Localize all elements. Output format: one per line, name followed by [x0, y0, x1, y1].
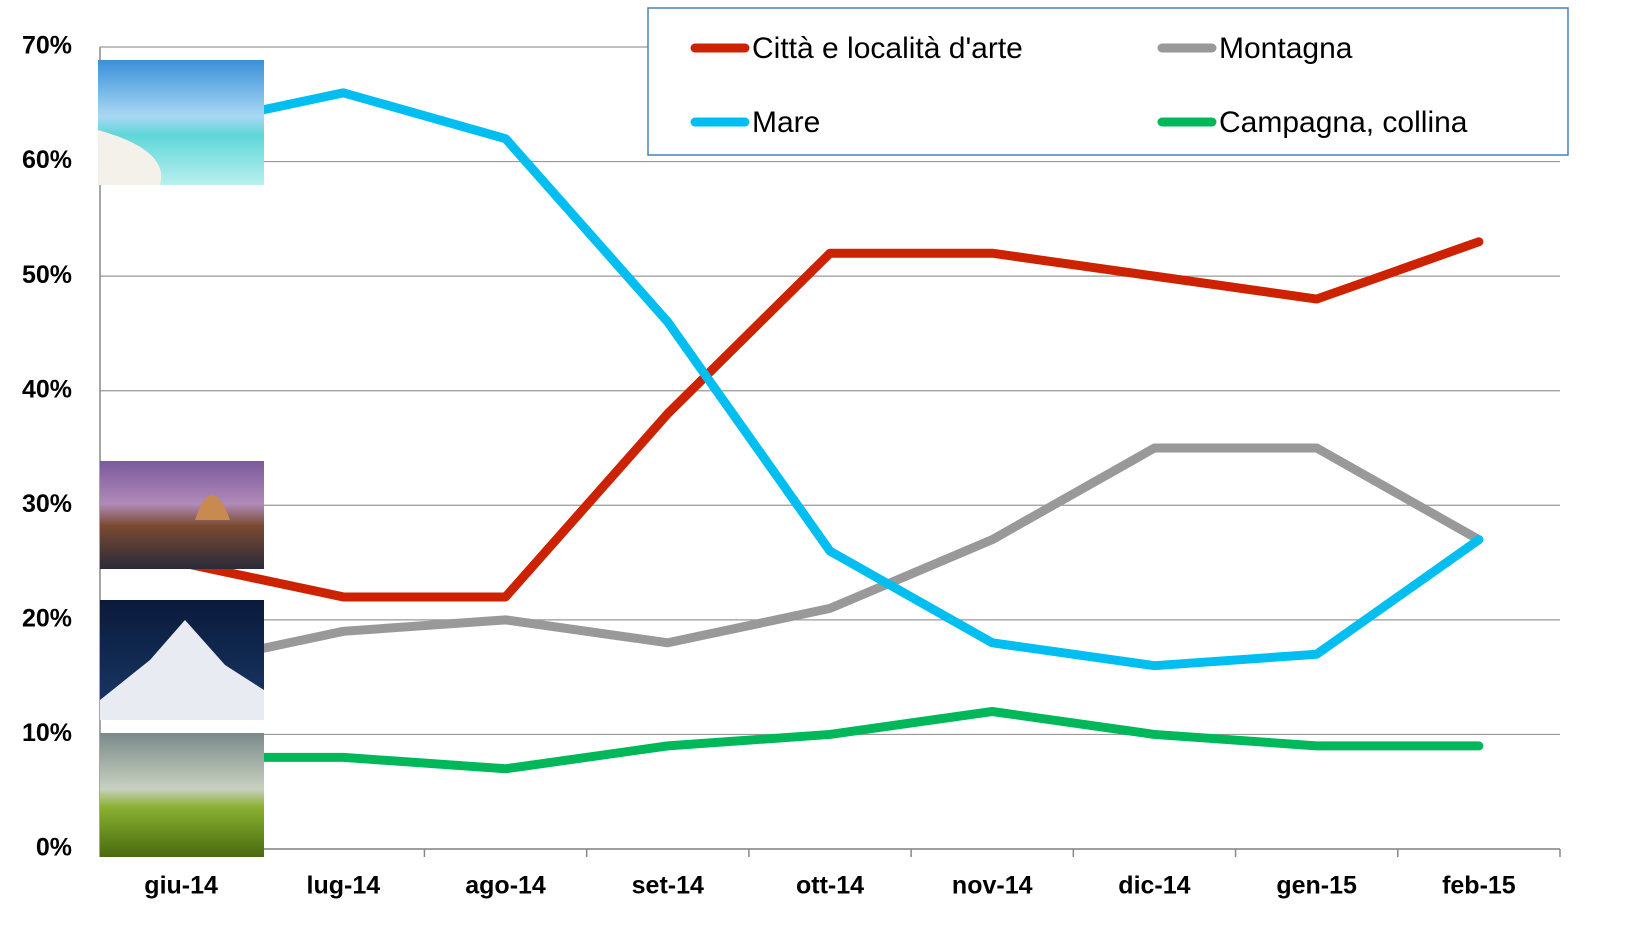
x-tick-label: dic-14	[1118, 872, 1190, 900]
photo-beach	[98, 130, 162, 185]
photo-hill	[100, 733, 264, 857]
series-line	[176, 443, 1484, 671]
y-tick-label: 50%	[22, 261, 72, 289]
y-tick-label: 10%	[22, 719, 72, 747]
y-tick-label: 20%	[22, 604, 72, 632]
y-tick-label: 60%	[22, 146, 72, 174]
legend-label: Montagna	[1219, 32, 1353, 65]
x-tick-label: ott-14	[796, 872, 864, 900]
x-tick-label: giu-14	[144, 872, 218, 900]
x-tick-label: lug-14	[307, 872, 381, 900]
x-tick-label: set-14	[632, 872, 704, 900]
y-tick-label: 0%	[36, 834, 72, 862]
legend	[647, 7, 1569, 156]
y-tick-label: 30%	[22, 490, 72, 518]
x-tick-label: gen-15	[1276, 872, 1357, 900]
legend-label: Campagna, collina	[1219, 106, 1468, 139]
lines	[176, 88, 1484, 774]
photo-city	[100, 461, 264, 569]
legend-label: Mare	[752, 106, 820, 139]
series-line	[176, 237, 1484, 602]
y-tick-label: 40%	[22, 375, 72, 403]
x-tick-label: nov-14	[952, 872, 1033, 900]
grid	[99, 46, 1561, 857]
photos	[98, 60, 264, 857]
legend-items: Città e località d'arte Montagna Mare Campa…	[690, 32, 1468, 139]
x-tick-label: feb-15	[1442, 872, 1516, 900]
series-line	[176, 88, 1484, 671]
series-line	[176, 707, 1484, 774]
legend-label: Città e località d'arte	[752, 32, 1023, 65]
x-tick-label: ago-14	[465, 872, 546, 900]
photo-dome	[195, 495, 230, 520]
y-tick-label: 70%	[22, 32, 72, 60]
photo-peak	[100, 620, 264, 720]
